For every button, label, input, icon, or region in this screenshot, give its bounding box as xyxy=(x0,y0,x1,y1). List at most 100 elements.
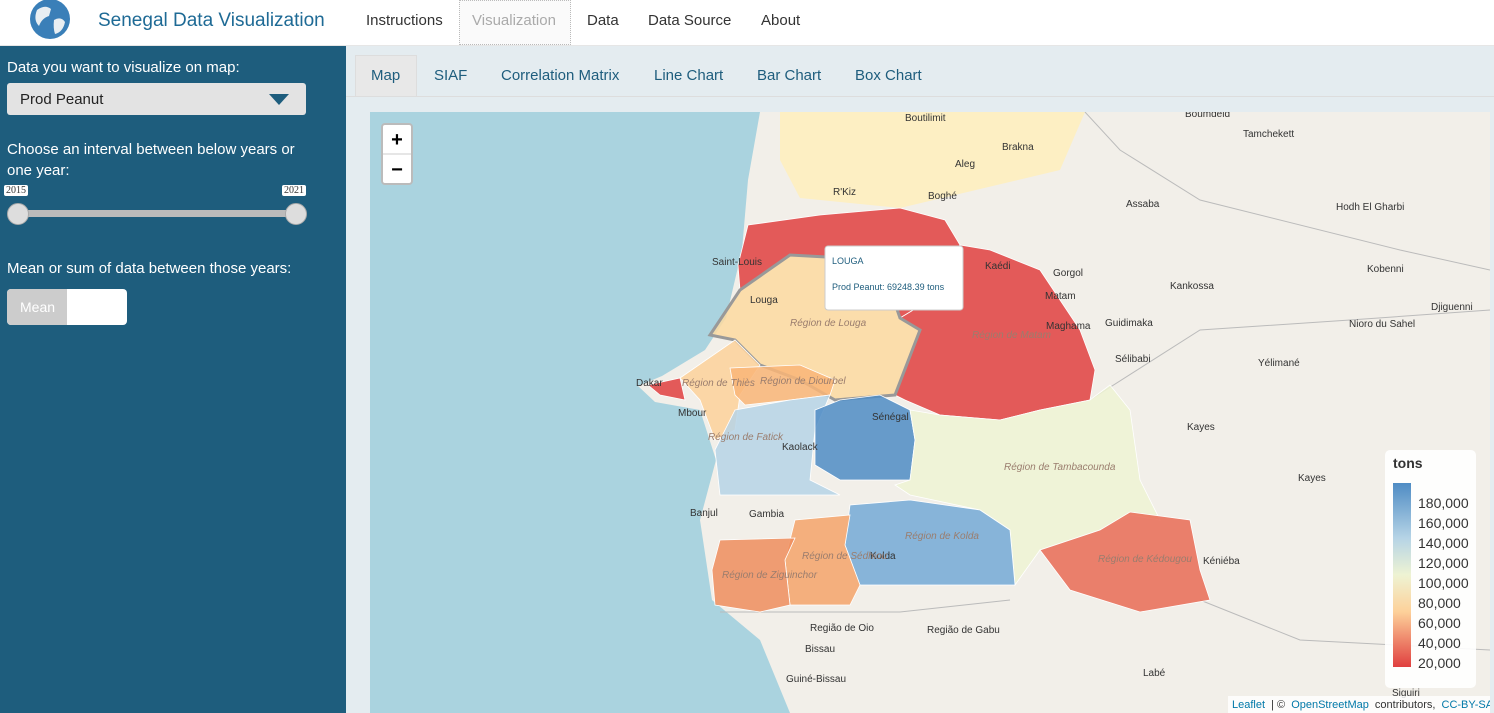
legend-label: 20,000 xyxy=(1418,655,1461,671)
place-label: Boumdeid xyxy=(1185,112,1230,120)
slider-handle[interactable] xyxy=(7,203,29,225)
slider-track xyxy=(17,210,296,217)
nav-item[interactable]: About xyxy=(761,12,801,29)
attribution-text: contributors, xyxy=(1375,699,1436,711)
toggle-value: Mean xyxy=(20,299,56,315)
place-label: Região de Gabu xyxy=(927,625,1000,636)
place-label: Djiguenni xyxy=(1431,302,1473,313)
place-label: Région de Louga xyxy=(790,318,867,329)
place-label: Sénégal xyxy=(872,412,909,423)
place-label: Kayes xyxy=(1298,473,1326,484)
place-label: Matam xyxy=(1045,291,1076,302)
place-label: Boutilimit xyxy=(905,113,946,124)
tab[interactable]: Bar Chart xyxy=(757,67,822,84)
place-label: Maghama xyxy=(1046,321,1091,332)
tab[interactable]: Line Chart xyxy=(654,67,724,84)
nav-item[interactable]: Data xyxy=(587,12,619,29)
slider-min: 2015 xyxy=(4,185,28,196)
place-label: Banjul xyxy=(690,508,718,519)
legend: tons 180,000 160,000 140,000 120,000 100,000… xyxy=(1385,450,1476,688)
navbar: Senegal Data Visualization Instructions V… xyxy=(0,0,1494,46)
legend-label: 140,000 xyxy=(1418,535,1469,551)
zoom-out[interactable]: − xyxy=(391,159,403,181)
legend-label: 100,000 xyxy=(1418,575,1469,591)
place-label: Kankossa xyxy=(1170,281,1214,292)
legend-label: 160,000 xyxy=(1418,515,1469,531)
tooltip-text: Prod Peanut: 69248.39 tons xyxy=(832,282,945,292)
place-label: Région de Matam xyxy=(972,330,1051,341)
place-label: Louga xyxy=(750,295,778,306)
place-label: Région de Diourbel xyxy=(760,376,846,387)
slider-label: Choose an interval between below years o… xyxy=(7,141,295,179)
toggle-label: Mean or sum of data between those years: xyxy=(7,260,292,277)
nav-item[interactable]: Instructions xyxy=(366,12,443,29)
nav-item[interactable]: Visualization xyxy=(472,12,556,29)
legend-label: 80,000 xyxy=(1418,595,1461,611)
legend-label: 180,000 xyxy=(1418,495,1469,511)
place-label: Région de Tambacounda xyxy=(1004,462,1116,473)
place-label: Kaolack xyxy=(782,442,819,453)
place-label: R'Kiz xyxy=(833,187,856,198)
legend-title: tons xyxy=(1393,455,1423,471)
nav-item[interactable]: Data Source xyxy=(648,12,732,29)
slider-max: 2021 xyxy=(282,185,306,196)
place-label: Mbour xyxy=(678,408,707,419)
place-label: Aleg xyxy=(955,159,975,170)
attribution-link[interactable]: Leaflet xyxy=(1232,699,1265,711)
place-label: Nioro du Sahel xyxy=(1349,319,1415,330)
place-label: Région de Thiès xyxy=(682,378,755,389)
place-label: Boghé xyxy=(928,191,957,202)
place-label: Région de Fatick xyxy=(708,432,784,443)
tab[interactable]: Map xyxy=(371,67,401,84)
slider-handle[interactable] xyxy=(285,203,307,225)
place-label: Kaédi xyxy=(985,261,1011,272)
dropdown-arrow xyxy=(269,94,289,105)
tab[interactable]: SIAF xyxy=(434,67,468,84)
place-label: Região de Oio xyxy=(810,623,874,634)
nav-active-box xyxy=(459,0,571,45)
map[interactable]: Boutilimit Brakna Aleg R'Kiz Boghé Saint-Loui… xyxy=(370,112,1490,713)
sidebar: Data you want to visualize on map: Prod … xyxy=(0,46,346,713)
legend-label: 40,000 xyxy=(1418,635,1461,651)
place-label: Kéniéba xyxy=(1203,556,1240,567)
place-label: Bissau xyxy=(805,644,835,655)
zoom-control: + − xyxy=(381,123,413,185)
select-value: Prod Peanut xyxy=(20,91,104,108)
place-label: Kobenni xyxy=(1367,264,1404,275)
place-label: Brakna xyxy=(1002,142,1034,153)
zoom-in[interactable]: + xyxy=(391,129,403,151)
place-label: Région de Sédhiou xyxy=(802,551,888,562)
attribution-link[interactable]: OpenStreetMap xyxy=(1291,699,1369,711)
place-label: Siguiri xyxy=(1392,688,1420,699)
place-label: Labé xyxy=(1143,668,1166,679)
place-label: Tamchekett xyxy=(1243,129,1294,140)
toggle[interactable]: Mean xyxy=(7,289,127,325)
logo xyxy=(30,0,70,39)
attribution-text: | © xyxy=(1271,699,1285,711)
place-label: Saint-Louis xyxy=(712,257,762,268)
svg-text:Leaflet | © OpenStreet: Leaflet | © OpenStreetMap contributors, … xyxy=(1232,699,1490,711)
place-label: Kolda xyxy=(870,551,896,562)
place-label: Guidimaka xyxy=(1105,318,1153,329)
legend-label: 60,000 xyxy=(1418,615,1461,631)
place-label: Région de Kédougou xyxy=(1098,554,1192,565)
select-label: Data you want to visualize on map: xyxy=(7,59,240,76)
place-label: Assaba xyxy=(1126,199,1160,210)
place-label: Gorgol xyxy=(1053,268,1083,279)
place-label: Kayes xyxy=(1187,422,1215,433)
app-title: Senegal Data Visualization xyxy=(98,10,325,31)
place-label: Région de Kolda xyxy=(905,531,979,542)
attribution-link[interactable]: CC-BY-SA xyxy=(1442,699,1491,711)
select[interactable]: Prod Peanut xyxy=(7,83,306,115)
place-label: Gambia xyxy=(749,509,784,520)
place-label: Sélibabi xyxy=(1115,354,1151,365)
tab[interactable]: Box Chart xyxy=(855,67,922,84)
place-label: Région de Ziguinchor xyxy=(722,570,818,581)
place-label: Dakar xyxy=(636,378,663,389)
place-label: Guiné-Bissau xyxy=(786,674,846,685)
tab[interactable]: Correlation Matrix xyxy=(501,67,620,84)
place-label: Yélimané xyxy=(1258,358,1300,369)
tooltip: LOUGA Prod Peanut: 69248.39 tons xyxy=(824,245,964,311)
tooltip-region: LOUGA xyxy=(832,256,864,266)
